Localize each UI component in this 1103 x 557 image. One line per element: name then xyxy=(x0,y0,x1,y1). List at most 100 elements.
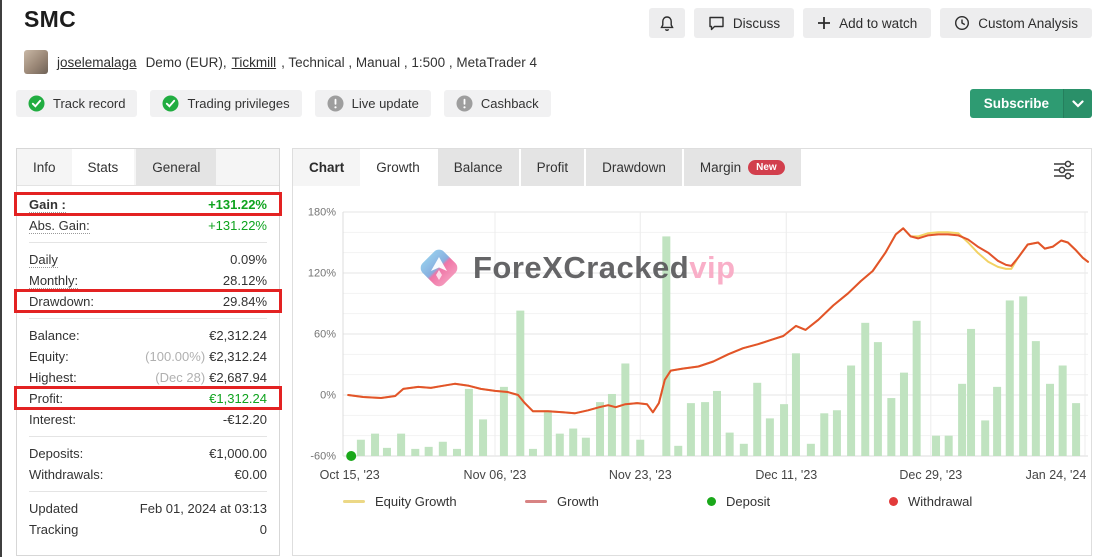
add-to-watch-button[interactable]: Add to watch xyxy=(803,8,932,38)
stat-value: +131.22% xyxy=(208,218,267,233)
svg-text:Nov 06, '23: Nov 06, '23 xyxy=(464,468,527,482)
stat-label: Gain : xyxy=(29,196,66,213)
tab-growth[interactable]: Growth xyxy=(360,149,436,186)
legend-growth[interactable]: Growth xyxy=(525,494,707,509)
stat-label: Equity: xyxy=(29,349,69,364)
stat-value-prefix: (100.00%) xyxy=(145,349,206,364)
stat-label: Tracking xyxy=(29,522,79,537)
tab-general[interactable]: General xyxy=(136,149,217,185)
tab-label: Balance xyxy=(453,160,503,175)
account-type-text: Demo (EUR), xyxy=(145,54,227,70)
discuss-button[interactable]: Discuss xyxy=(693,8,795,38)
new-badge: New xyxy=(748,160,785,175)
discuss-icon xyxy=(709,16,724,31)
exclamation-circle-icon xyxy=(327,95,344,112)
chart-panel: Chart Growth Balance Profit Drawdown Margin N… xyxy=(292,148,1092,556)
stat-label: Balance: xyxy=(29,328,80,343)
stat-row-deposits: Deposits: €1,000.00 xyxy=(29,443,267,464)
chart-strip-title: Chart xyxy=(293,149,361,186)
legend-label: Growth xyxy=(557,494,599,509)
subscribe-button[interactable]: Subscribe xyxy=(969,89,1092,118)
stat-value: 0 xyxy=(259,522,267,537)
plus-icon xyxy=(818,17,831,29)
page-title: SMC xyxy=(24,6,77,32)
tab-info[interactable]: Info xyxy=(17,149,72,185)
tab-balance[interactable]: Balance xyxy=(437,149,519,186)
legend-withdrawal[interactable]: Withdrawal xyxy=(889,494,1071,509)
badge-live-update[interactable]: Live update xyxy=(314,90,431,117)
custom-analysis-button[interactable]: Custom Analysis xyxy=(940,8,1092,38)
stat-row-monthly: Monthly: 28.12% xyxy=(29,270,267,291)
svg-text:120%: 120% xyxy=(308,268,336,280)
group-separator xyxy=(29,491,267,492)
badge-track-record[interactable]: Track record xyxy=(16,90,138,117)
notifications-button[interactable] xyxy=(648,8,685,38)
tab-label: Profit xyxy=(536,160,569,175)
chevron-down-icon xyxy=(1072,99,1084,108)
stat-value: (100.00%) €2,312.24 xyxy=(145,349,267,364)
badge-trading-privileges[interactable]: Trading privileges xyxy=(150,90,302,117)
top-actions: Discuss Add to watch Custom Analysis xyxy=(648,8,1092,38)
avatar[interactable] xyxy=(24,50,48,74)
tab-stats[interactable]: Stats xyxy=(71,149,135,185)
group-separator xyxy=(29,318,267,319)
svg-text:Jan 24, '24: Jan 24, '24 xyxy=(1026,468,1087,482)
stat-value: -€12.20 xyxy=(222,412,267,427)
tab-margin[interactable]: Margin New xyxy=(683,149,801,186)
badge-label: Cashback xyxy=(480,96,539,111)
dot-swatch xyxy=(707,497,716,506)
discuss-label: Discuss xyxy=(732,15,781,31)
stat-value: (Dec 28) €2,687.94 xyxy=(155,370,267,385)
svg-text:0%: 0% xyxy=(320,390,336,402)
chart-settings-button[interactable] xyxy=(1049,156,1079,187)
subscribe-dropdown[interactable] xyxy=(1064,89,1092,118)
stat-group: Balance: €2,312.24 Equity: (100.00%) €2,312.… xyxy=(14,323,282,432)
svg-text:-60%: -60% xyxy=(310,451,336,463)
stat-group: Gain : +131.22% Abs. Gain: +131.22% xyxy=(14,192,282,238)
svg-text:Oct 15, '23: Oct 15, '23 xyxy=(320,468,380,482)
verification-badges: Track record Trading privileges Live updat… xyxy=(16,90,551,117)
tab-drawdown[interactable]: Drawdown xyxy=(586,149,682,186)
stat-row-gain: Gain : +131.22% xyxy=(14,192,282,216)
stats-rows: Gain : +131.22% Abs. Gain: +131.22% Daily 0.0… xyxy=(14,186,282,548)
tab-profit[interactable]: Profit xyxy=(520,149,585,186)
stat-value: +131.22% xyxy=(208,197,267,212)
legend-label: Deposit xyxy=(726,494,771,509)
stat-group: Daily 0.09% Monthly: 28.12% Drawdown: 29.84% xyxy=(14,247,282,314)
tab-label: Growth xyxy=(376,160,420,175)
exclamation-circle-icon xyxy=(456,95,473,112)
clock-icon xyxy=(955,15,970,31)
stat-value: 29.84% xyxy=(222,294,267,309)
group-separator xyxy=(29,242,267,243)
stat-label: Monthly: xyxy=(29,272,79,289)
check-circle-icon xyxy=(28,95,45,112)
account-meta-text: , Technical , Manual , 1:500 , MetaTrade… xyxy=(281,54,537,70)
tab-label: Info xyxy=(33,159,56,175)
tab-label: General xyxy=(152,159,201,175)
stat-group: Deposits: €1,000.00 Withdrawals: €0.00 xyxy=(29,441,267,487)
stat-label: Drawdown: xyxy=(29,294,95,309)
stat-label: Withdrawals: xyxy=(29,467,104,482)
custom-analysis-label: Custom Analysis xyxy=(978,15,1078,31)
stat-row-highest: Highest: (Dec 28) €2,687.94 xyxy=(29,367,267,388)
stat-value: 0.09% xyxy=(230,252,267,267)
account-info-row: joselemalaga Demo (EUR), Tickmill , Tech… xyxy=(24,50,537,74)
legend-equity-growth[interactable]: Equity Growth xyxy=(343,494,525,509)
legend-label: Equity Growth xyxy=(375,494,457,509)
stat-label: Deposits: xyxy=(29,446,84,461)
svg-text:Dec 29, '23: Dec 29, '23 xyxy=(899,468,962,482)
svg-text:Nov 23, '23: Nov 23, '23 xyxy=(609,468,672,482)
stat-row-withdrawals: Withdrawals: €0.00 xyxy=(29,464,267,485)
stat-row-drawdown: Drawdown: 29.84% xyxy=(14,289,282,313)
stat-label: Daily xyxy=(29,251,58,268)
stat-row-tracking: Tracking 0 xyxy=(29,519,267,540)
stat-label: Abs. Gain: xyxy=(29,217,90,234)
badge-cashback[interactable]: Cashback xyxy=(443,90,551,117)
stat-row-balance: Balance: €2,312.24 xyxy=(29,325,267,346)
stat-group: Updated Feb 01, 2024 at 03:13 Tracking 0 xyxy=(29,496,267,542)
broker-link[interactable]: Tickmill xyxy=(231,54,277,70)
line-swatch xyxy=(343,499,365,504)
stat-value: €1,312.24 xyxy=(209,391,267,406)
legend-deposit[interactable]: Deposit xyxy=(707,494,889,509)
username-link[interactable]: joselemalaga xyxy=(57,54,137,70)
